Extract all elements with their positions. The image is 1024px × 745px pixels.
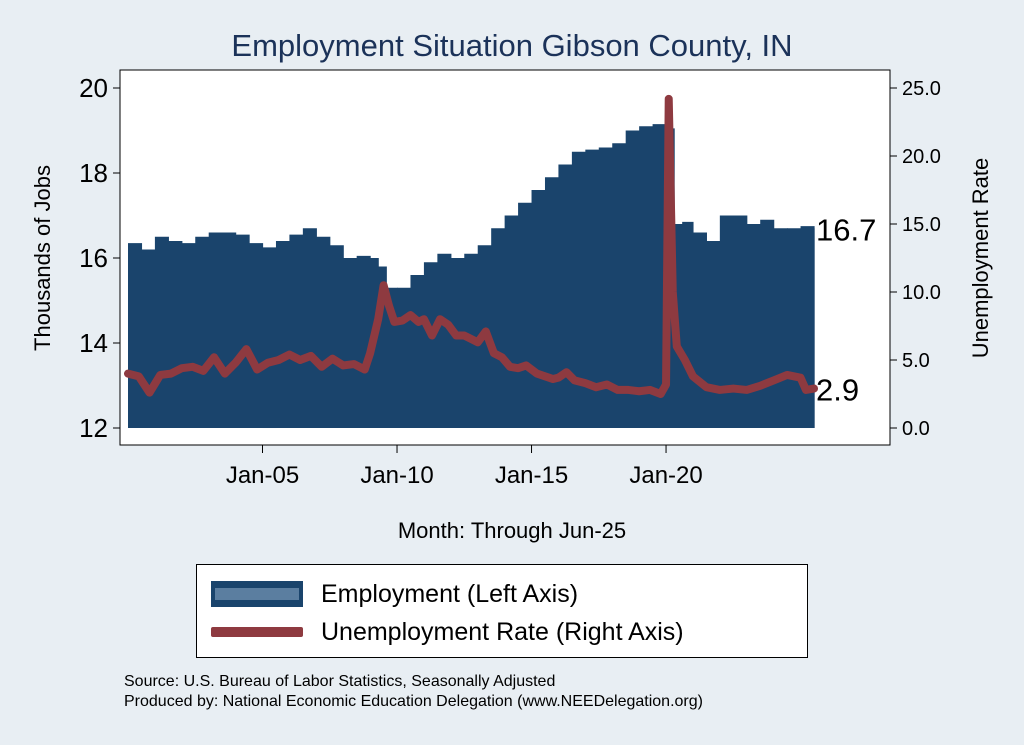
employment-bar [746,224,761,428]
employment-bar [491,228,506,428]
employment-bar [423,262,438,428]
employment-bar [222,232,237,428]
employment-bar [544,177,560,428]
employment-bar [302,228,317,428]
employment-bar [531,190,546,428]
legend-label-employment: Employment (Left Axis) [321,579,579,608]
employment-bar [682,221,694,428]
employment-bar [504,215,519,428]
employment-bar [558,164,573,428]
left-tick-label: 14 [79,328,108,358]
left-tick-label: 18 [79,158,108,188]
source-line: Source: U.S. Bureau of Labor Statistics,… [124,673,556,690]
employment-bar [141,249,156,428]
unemployment-end-label: 2.9 [816,373,859,408]
employment-bar [612,143,627,428]
employment-bar [397,287,412,428]
x-tick-label: Jan-15 [495,462,568,489]
employment-bar [625,130,640,428]
employment-bar [208,232,223,428]
right-tick-label: 15.0 [902,214,941,236]
axis-labels: 12 14 16 18 20 0.0 5.0 10.0 15.0 20.0 25.0 Jan-05 Ja… [30,73,993,489]
unemployment-line-layer [124,94,818,398]
employment-bar [386,287,398,428]
employment-bar [356,255,371,428]
employment-bar [450,258,465,428]
employment-bar [378,266,387,428]
right-tick-label: 10.0 [902,282,941,304]
employment-bar [571,151,586,428]
right-tick-label: 0.0 [902,418,930,440]
employment-bar [692,232,707,428]
source-note: Source: U.S. Bureau of Labor Statistics,… [124,672,703,712]
right-tick-label: 25.0 [902,78,941,100]
left-axis-title: Thousands of Jobs [30,165,55,351]
legend-item-unemployment: Unemployment Rate (Right Axis) [211,612,684,652]
employment-bar [814,228,815,428]
left-tick-label: 16 [79,243,108,273]
produced-by-line: Produced by: National Economic Education… [124,693,703,710]
employment-bar [154,236,169,428]
x-tick-label: Jan-05 [226,462,299,489]
x-tick-label: Jan-20 [629,462,702,489]
employment-bar [235,234,250,428]
employment-bar [275,241,291,428]
employment-bar [639,126,654,428]
employment-bar [773,228,788,428]
axes [113,87,897,453]
employment-bar [262,247,277,429]
right-tick-label: 20.0 [902,146,941,168]
right-axis-title: Unemployment Rate [968,158,993,359]
employment-bar [719,215,734,428]
employment-bar [585,149,600,428]
employment-bar [195,236,210,428]
employment-bar [760,219,775,428]
employment-bar [289,234,304,428]
employment-bar [329,245,344,428]
employment-bar [410,275,425,428]
legend-label-unemployment: Unemployment Rate (Right Axis) [321,617,684,646]
employment-bar [787,228,802,428]
employment-bar [168,241,183,428]
x-tick-label: Jan-10 [360,462,433,489]
x-axis-title: Month: Through Jun-25 [397,518,627,543]
employment-bar [733,215,748,428]
chart-title: Employment Situation Gibson County, IN [231,28,793,63]
employment-bar [706,241,721,428]
employment-bar [800,226,815,429]
employment-bar [598,147,613,428]
employment-swatch [211,581,303,607]
left-tick-label: 20 [79,73,108,103]
legend: Employment (Left Axis) Unemployment Rate… [196,564,808,658]
right-tick-label: 5.0 [902,350,930,372]
employment-bar [249,243,264,428]
unemployment-swatch [211,627,303,637]
legend-item-employment: Employment (Left Axis) [211,574,578,614]
employment-bar [518,202,533,428]
employment-bar [437,253,452,428]
employment-bar [181,243,196,428]
employment-bar [316,236,331,428]
unemployment-line [124,94,818,398]
employment-end-label: 16.7 [816,212,876,247]
employment-bar [128,243,143,428]
employment-bar [343,258,358,428]
left-tick-label: 12 [79,413,108,443]
